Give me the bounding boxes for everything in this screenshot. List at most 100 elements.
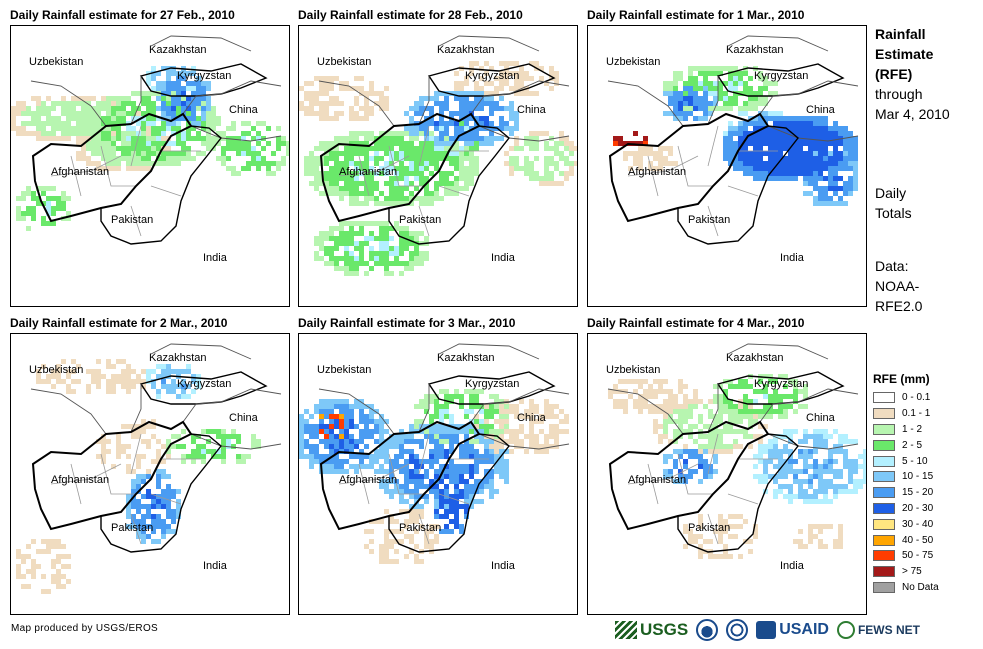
country-label-kyrgyzstan: Kyrgyzstan	[465, 70, 520, 82]
rfe-period: through Mar 4, 2010	[875, 84, 950, 124]
data-source: Data: NOAA- RFE2.0	[875, 256, 922, 316]
country-label-india: India	[203, 560, 227, 572]
country-label-kazakhstan: Kazakhstan	[149, 352, 207, 364]
country-label-china: China	[229, 104, 258, 116]
country-label-afghanistan: Afghanistan	[339, 166, 398, 178]
legend-item: 0.1 - 1	[873, 406, 939, 422]
rainfall-map-graphic	[607, 35, 859, 245]
legend-swatch	[873, 423, 895, 435]
noaa-logo	[696, 619, 719, 641]
map-panel-title: Daily Rainfall estimate for 28 Feb., 201…	[298, 8, 523, 22]
country-label-china: China	[517, 412, 546, 424]
country-label-pakistan: Pakistan	[399, 522, 442, 534]
country-label-kazakhstan: Kazakhstan	[437, 44, 495, 56]
country-label-china: China	[229, 412, 258, 424]
rainfall-map-graphic	[16, 343, 282, 594]
country-label-afghanistan: Afghanistan	[628, 474, 687, 486]
rfe-title-line-2: Estimate	[875, 46, 934, 62]
country-label-afghanistan: Afghanistan	[51, 474, 110, 486]
map-panel-title: Daily Rainfall estimate for 27 Feb., 201…	[10, 8, 235, 22]
country-label-kazakhstan: Kazakhstan	[149, 44, 207, 56]
legend-swatch	[873, 518, 895, 530]
rainfall-map: Kazakhstan Uzbekistan Kyrgyzstan China Afgha…	[298, 333, 578, 615]
legend-item: 50 - 75	[873, 548, 939, 564]
legend-label: 10 - 15	[902, 471, 934, 483]
usaid-mark-icon	[756, 621, 777, 639]
country-label-uzbekistan: Uzbekistan	[606, 56, 661, 68]
rfe-title: Rainfall Estimate (RFE)	[875, 24, 933, 84]
legend-item: 20 - 30	[873, 501, 939, 517]
usaid-text: USAID	[779, 621, 829, 638]
legend-swatch	[873, 455, 895, 467]
map-panel-title: Daily Rainfall estimate for 2 Mar., 2010	[10, 316, 228, 330]
country-label-afghanistan: Afghanistan	[339, 474, 398, 486]
legend-swatch	[873, 408, 895, 420]
country-label-china: China	[517, 104, 546, 116]
legend-item: 40 - 50	[873, 532, 939, 548]
country-label-afghanistan: Afghanistan	[628, 166, 687, 178]
usgs-logo: USGS	[615, 620, 688, 640]
country-label-india: India	[780, 560, 804, 572]
rainfall-map: Kazakhstan Uzbekistan Kyrgyzstan China Afgha…	[10, 333, 290, 615]
noaa-seal-icon	[696, 619, 719, 641]
usgs-text: USGS	[640, 620, 689, 639]
fews-logo: FEWS NET	[836, 621, 920, 639]
country-label-kazakhstan: Kazakhstan	[726, 352, 784, 364]
country-label-india: India	[203, 252, 227, 264]
legend-label: 2 - 5	[902, 439, 923, 451]
daily-totals-line-2: Totals	[875, 205, 912, 221]
country-label-kazakhstan: Kazakhstan	[437, 352, 495, 364]
rainfall-map-graphic	[299, 343, 570, 564]
country-label-pakistan: Pakistan	[111, 522, 154, 534]
legend-swatch	[873, 534, 895, 546]
dhs-logo	[726, 619, 749, 641]
data-source-line-2: NOAA-	[875, 278, 920, 294]
rainfall-map-graphic	[11, 35, 289, 245]
country-label-pakistan: Pakistan	[688, 522, 731, 534]
country-label-kyrgyzstan: Kyrgyzstan	[177, 378, 232, 390]
country-label-afghanistan: Afghanistan	[51, 166, 110, 178]
legend-item: > 75	[873, 564, 939, 580]
legend-swatch	[873, 392, 895, 404]
country-label-kazakhstan: Kazakhstan	[726, 44, 784, 56]
legend-swatch	[873, 487, 895, 499]
legend-label: 0.1 - 1	[902, 408, 931, 420]
legend-swatch	[873, 550, 895, 562]
rfe-date: Mar 4, 2010	[875, 106, 950, 122]
country-label-kyrgyzstan: Kyrgyzstan	[754, 70, 809, 82]
legend-label: 40 - 50	[902, 534, 934, 546]
country-label-china: China	[806, 412, 835, 424]
legend-label: 50 - 75	[902, 550, 934, 562]
legend-swatch	[873, 581, 895, 593]
data-source-line-3: RFE2.0	[875, 298, 923, 314]
country-label-kyrgyzstan: Kyrgyzstan	[177, 70, 232, 82]
country-label-uzbekistan: Uzbekistan	[29, 56, 84, 68]
country-label-kyrgyzstan: Kyrgyzstan	[754, 378, 809, 390]
fews-globe-icon	[836, 621, 855, 639]
map-panel-title: Daily Rainfall estimate for 3 Mar., 2010	[298, 316, 516, 330]
rfe-through: through	[875, 86, 923, 102]
country-label-pakistan: Pakistan	[688, 214, 731, 226]
legend-item: 1 - 2	[873, 422, 939, 438]
rainfall-map: Kazakhstan Uzbekistan Kyrgyzstan China Afgha…	[587, 333, 867, 615]
country-label-pakistan: Pakistan	[399, 214, 442, 226]
map-panel-title: Daily Rainfall estimate for 4 Mar., 2010	[587, 316, 805, 330]
country-label-india: India	[491, 560, 515, 572]
legend-item: 2 - 5	[873, 437, 939, 453]
rainfall-map-graphic	[299, 35, 577, 276]
rainfall-map: Kazakhstan Uzbekistan Kyrgyzstan China Afgha…	[10, 25, 290, 307]
legend-item: 10 - 15	[873, 469, 939, 485]
data-source-line-1: Data:	[875, 258, 909, 274]
country-label-uzbekistan: Uzbekistan	[29, 364, 84, 376]
rainfall-map-graphic	[607, 343, 866, 559]
legend: RFE (mm) 0 - 0.1 0.1 - 1 1 - 2 2 - 5 5 - 10 1…	[873, 372, 939, 595]
legend-label: > 75	[902, 566, 922, 578]
legend-label: 30 - 40	[902, 518, 934, 530]
map-panel-title: Daily Rainfall estimate for 1 Mar., 2010	[587, 8, 805, 22]
legend-label: No Data	[902, 581, 939, 593]
legend-title: RFE (mm)	[873, 372, 930, 386]
legend-item: 5 - 10	[873, 453, 939, 469]
legend-swatch	[873, 566, 895, 578]
legend-item: 15 - 20	[873, 485, 939, 501]
logo-strip: USGS USAID FEWS NET	[615, 616, 928, 644]
